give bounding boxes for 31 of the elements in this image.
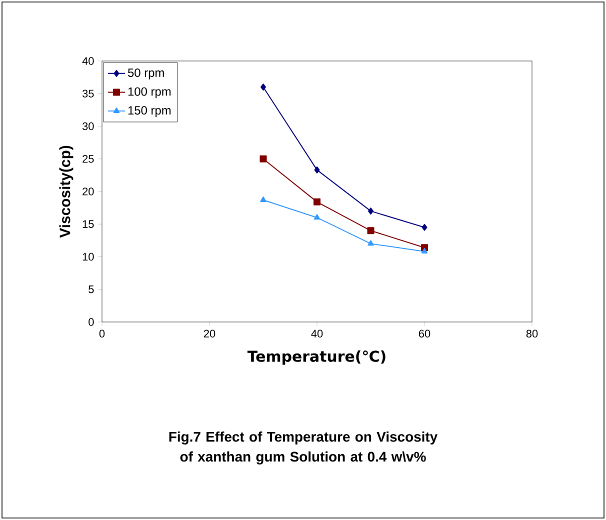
point	[260, 84, 266, 91]
x-tick-label: 60	[418, 330, 430, 338]
point	[421, 248, 428, 254]
point	[260, 155, 267, 162]
x-tick-label: 0	[99, 330, 105, 338]
legend-label: 150 rpm	[128, 106, 171, 117]
point	[260, 196, 266, 202]
x-axis-title: Temperature(℃)	[247, 350, 386, 365]
point	[422, 224, 428, 231]
legend-label: 50 rpm	[128, 68, 164, 80]
point	[314, 198, 321, 206]
y-tick-label: 10	[82, 252, 94, 261]
legend-label: 100 rpm	[128, 87, 171, 98]
y-tick-label: 40	[82, 57, 94, 65]
y-tick-label: 15	[82, 220, 94, 228]
point	[314, 166, 320, 174]
y-axis-title: Viscosity(cp)	[59, 146, 74, 238]
y-tick-label: 0	[88, 318, 94, 326]
x-tick-label: 80	[526, 330, 538, 338]
y-tick-label: 20	[82, 188, 94, 196]
point	[367, 227, 374, 234]
point	[368, 208, 374, 215]
caption: Fig.7 Effect of Temperature on Viscosity of xanthan gum Solution at 0.4 w\v%	[169, 431, 438, 464]
point	[314, 214, 320, 220]
x-tick-label: 40	[311, 330, 323, 338]
y-tick-label: 30	[82, 122, 94, 130]
point	[368, 240, 374, 246]
y-tick-label: 35	[82, 90, 94, 98]
y-tick-label: 5	[88, 286, 94, 294]
y-tick-label: 25	[82, 154, 94, 163]
x-tick-label: 20	[204, 330, 216, 338]
